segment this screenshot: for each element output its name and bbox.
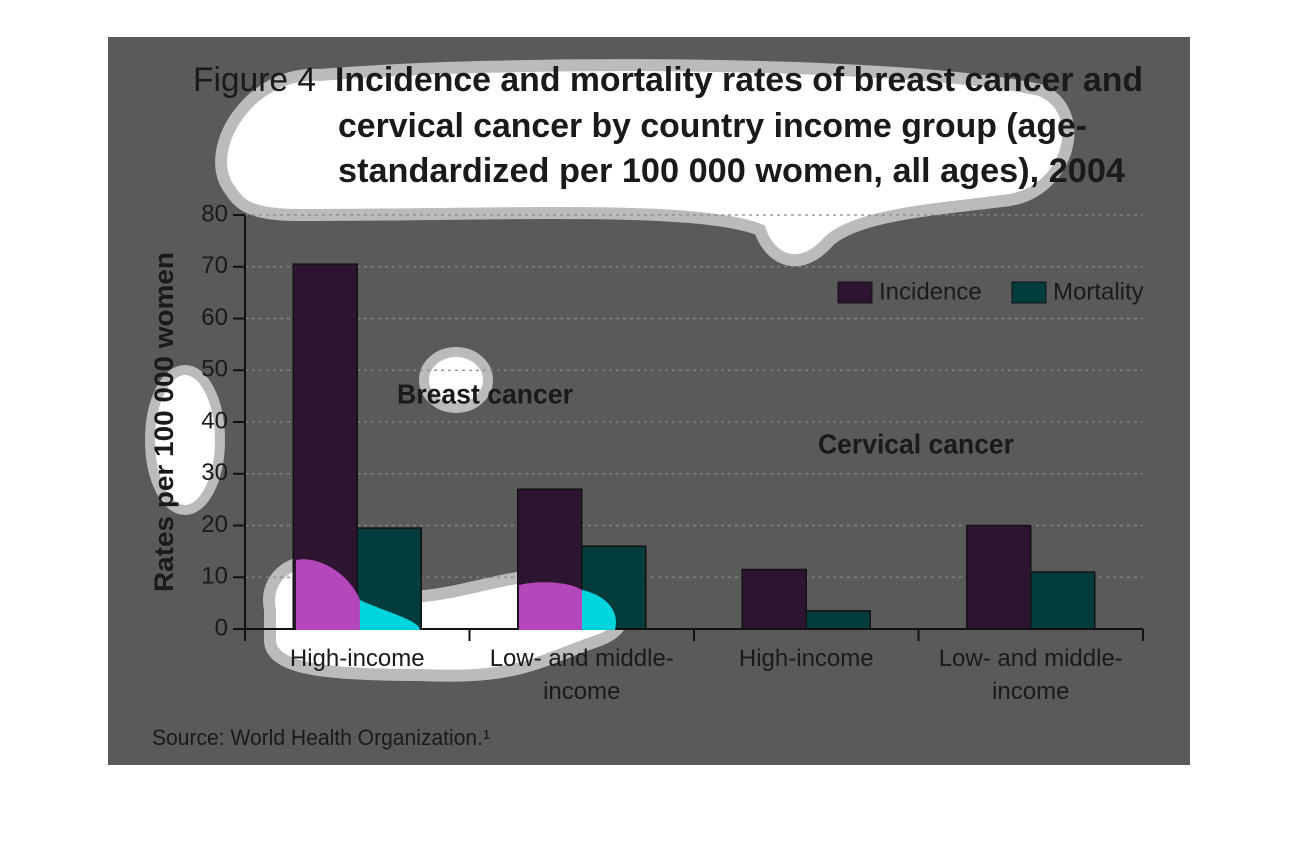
y-tick-label: 0 — [215, 614, 228, 641]
chart-title: standardized per 100 000 women, all ages… — [338, 152, 1125, 190]
x-tick-label: High-income — [290, 645, 425, 672]
bar — [1030, 571, 1096, 630]
y-axis-label: Rates per 100 000 women — [149, 252, 179, 592]
bar — [741, 568, 807, 630]
legend-label: Incidence — [879, 278, 982, 305]
chart-title: cervical cancer by country income group … — [338, 107, 1087, 145]
figure-label: Figure 4 — [193, 61, 316, 99]
y-tick-label: 70 — [201, 252, 228, 279]
attention-highlight — [296, 559, 360, 630]
y-tick-label: 40 — [201, 407, 228, 434]
group-annotation: Breast cancer — [397, 378, 573, 409]
x-tick-label-line: income — [992, 678, 1069, 705]
x-tick-label-line: income — [543, 678, 620, 705]
y-tick-label: 10 — [201, 563, 228, 590]
attention-highlight — [582, 590, 616, 630]
bar — [805, 610, 871, 630]
chart-title: Incidence and mortality rates of breast … — [335, 61, 1143, 99]
legend-swatch — [1011, 281, 1047, 304]
y-tick-label: 60 — [201, 304, 228, 331]
x-tick-label-line: Low- and middle- — [490, 645, 674, 672]
legend-swatch — [837, 281, 873, 304]
x-tick-label-line: High-income — [739, 645, 874, 672]
source-note: Source: World Health Organization.¹ — [152, 725, 490, 750]
x-tick-label: Low- and middle-income — [939, 645, 1123, 705]
y-tick-label: 80 — [201, 200, 228, 227]
attention-highlight — [360, 600, 420, 630]
x-tick-label: Low- and middle-income — [490, 645, 674, 705]
y-tick-label: 50 — [201, 356, 228, 383]
x-tick-label-line: High-income — [290, 645, 425, 672]
x-tick-label-line: Low- and middle- — [939, 645, 1123, 672]
x-tick-label: High-income — [739, 645, 874, 672]
group-annotation: Cervical cancer — [818, 428, 1014, 459]
bar — [966, 524, 1032, 630]
legend-label: Mortality — [1053, 278, 1144, 305]
attention-highlight — [519, 582, 582, 630]
y-tick-label: 20 — [201, 511, 228, 538]
y-tick-label: 30 — [201, 459, 228, 486]
